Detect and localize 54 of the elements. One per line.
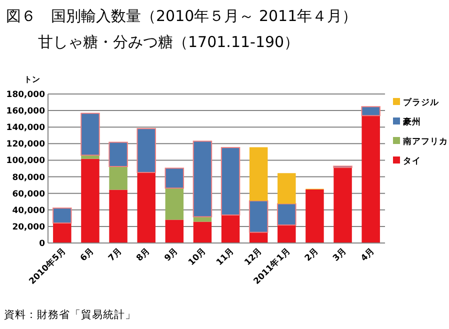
bar <box>109 166 128 190</box>
bar <box>81 155 100 159</box>
bar <box>137 172 156 243</box>
bar <box>165 220 184 243</box>
bar <box>136 128 156 173</box>
y-tick-label: 100,000 <box>6 156 46 166</box>
bar <box>81 158 100 243</box>
bar <box>192 140 212 218</box>
y-tick-label: 80,000 <box>12 172 46 183</box>
legend-label: 南アフリカ <box>402 136 448 147</box>
bar <box>249 147 268 201</box>
bar <box>108 142 128 168</box>
bar <box>221 215 240 243</box>
legend-label: タイ <box>403 156 421 166</box>
bar <box>278 173 296 204</box>
text: 資料：財務省「貿易統計」 <box>4 308 136 321</box>
x-tick-label: 3月 <box>330 245 349 264</box>
bar <box>278 225 296 243</box>
bar <box>165 188 184 220</box>
x-tick-label: 9月 <box>162 245 181 264</box>
x-tick-label: 12月 <box>242 245 265 268</box>
legend-label: 豪州 <box>402 116 421 128</box>
bar <box>164 168 184 189</box>
bar <box>248 200 268 233</box>
y-tick-label: 180,000 <box>6 90 46 100</box>
bar <box>334 168 352 243</box>
bar <box>277 203 296 226</box>
x-tick-label: 10月 <box>186 245 209 268</box>
x-tick-label: 7月 <box>106 245 124 264</box>
x-tick-label: 4月 <box>358 245 377 264</box>
bar <box>220 147 240 216</box>
y-axis-title: トン <box>24 75 40 84</box>
bar <box>361 106 380 116</box>
chart-title: 図６ 国別輸入数量（2010年５月～ 2011年４月） <box>6 7 358 25</box>
y-tick-label: 60,000 <box>12 189 46 200</box>
y-tick-label: 40,000 <box>12 206 46 216</box>
bar <box>52 208 72 224</box>
x-tick-label: 6月 <box>78 245 96 264</box>
chart-subtitle: 甘しゃ糖・分みつ糖（1701.11-190） <box>38 33 300 51</box>
x-tick-label: 11月 <box>214 245 237 268</box>
x-tick-label: 8月 <box>134 245 152 264</box>
bar <box>80 112 100 156</box>
x-tick-label: 2月 <box>302 245 321 264</box>
y-tick-label: 120,000 <box>6 140 46 150</box>
bar <box>193 222 212 243</box>
y-tick-label: 140,000 <box>6 123 46 134</box>
y-tick-label: 20,000 <box>12 222 46 232</box>
legend-label: ブラジル <box>403 97 440 108</box>
bar <box>53 223 72 243</box>
bar <box>109 190 128 243</box>
bar <box>306 189 324 243</box>
bar <box>362 116 380 243</box>
y-tick-label: 0 <box>39 239 46 249</box>
y-tick-label: 160,000 <box>6 106 46 117</box>
